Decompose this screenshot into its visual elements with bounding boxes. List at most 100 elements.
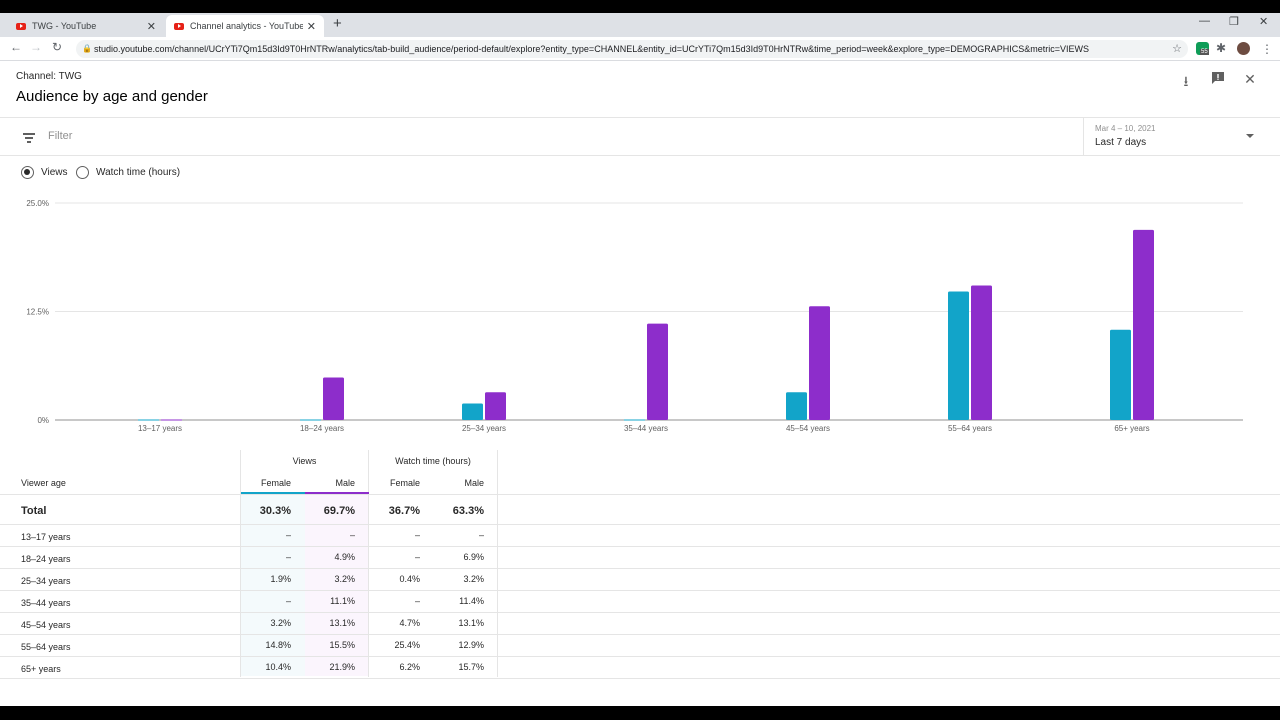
group-header-watch-time[interactable]: Watch time (hours) <box>395 456 471 466</box>
radio-unselected-icon <box>76 166 89 179</box>
subcol-header[interactable]: Female <box>389 478 420 488</box>
table-cell: 3.2% <box>334 574 355 584</box>
bar-male <box>485 392 506 420</box>
bar-male <box>809 306 830 420</box>
female-indicator <box>241 492 305 494</box>
table-cell: – <box>478 530 484 540</box>
bar-female <box>948 291 969 420</box>
metric-radio-watch-time[interactable]: Watch time (hours) <box>76 166 180 179</box>
x-tick-label: 55–64 years <box>948 424 992 433</box>
window-close-icon[interactable]: ✕ <box>1259 16 1269 28</box>
table-row: 45–54 years 3.2% 13.1% 4.7% 13.1% <box>0 613 1280 635</box>
radio-selected-icon <box>21 166 34 179</box>
x-tick-label: 45–54 years <box>786 424 830 433</box>
table-cell: 63.3% <box>452 505 484 517</box>
table-cell: 3.2% <box>463 574 484 584</box>
back-icon[interactable]: ← <box>10 40 22 54</box>
table-cell: – <box>414 596 420 606</box>
male-indicator <box>305 492 369 494</box>
close-icon[interactable]: ✕ <box>306 20 316 33</box>
browser-tab-active[interactable]: Channel analytics - YouTube Studio ✕ <box>166 15 324 37</box>
filter-icon[interactable] <box>22 130 36 144</box>
table-cell: 10.4% <box>265 662 291 672</box>
more-menu-icon[interactable]: ⋮ <box>1261 42 1273 56</box>
column-divider <box>240 450 241 677</box>
table-cell: 6.9% <box>463 552 484 562</box>
table-cell: 30.3% <box>259 505 291 517</box>
table-cell: – <box>285 596 291 606</box>
subcol-header[interactable]: Female <box>260 478 291 488</box>
browser-tabstrip: TWG - YouTube ✕ Channel analytics - YouT… <box>0 13 1280 37</box>
metric-radio-views[interactable]: Views <box>21 166 68 179</box>
table-cell: 6.2% <box>399 662 420 672</box>
bar-male <box>323 377 344 420</box>
y-tick-label: 0% <box>37 416 49 425</box>
avatar[interactable] <box>1237 42 1250 55</box>
reload-icon[interactable]: ↻ <box>52 40 63 54</box>
bar-female <box>1110 329 1131 420</box>
analytics-page: Channel: TWG Audience by age and gender … <box>0 61 1280 706</box>
bar-female <box>462 403 483 420</box>
url-field[interactable]: 🔒 studio.youtube.com/channel/UCrYTi7Qm15… <box>76 40 1188 58</box>
extension-icon[interactable]: 55 <box>1196 42 1209 55</box>
subcol-header[interactable]: Male <box>335 478 355 488</box>
table-row: 65+ years 10.4% 21.9% 6.2% 15.7% <box>0 657 1280 679</box>
row-label: 45–54 years <box>21 620 71 630</box>
table-cell: 13.1% <box>458 618 484 628</box>
female-views-column-bg <box>241 493 305 676</box>
minimize-icon[interactable]: — <box>1199 15 1210 27</box>
address-bar-row: ← → ↻ 🔒 studio.youtube.com/channel/UCrYT… <box>0 37 1280 61</box>
table-cell: 21.9% <box>329 662 355 672</box>
header-divider <box>0 494 1280 495</box>
x-tick-label: 65+ years <box>1114 424 1149 433</box>
bookmark-star-icon[interactable]: ☆ <box>1172 43 1182 55</box>
download-icon[interactable]: ⭳ <box>1183 73 1189 89</box>
close-icon[interactable]: ✕ <box>146 20 156 33</box>
table-cell: 11.4% <box>459 596 484 606</box>
table-row: 18–24 years – 4.9% – 6.9% <box>0 547 1280 569</box>
table-cell: 11.1% <box>330 596 355 606</box>
table-row: 55–64 years 14.8% 15.5% 25.4% 12.9% <box>0 635 1280 657</box>
browser-tab[interactable]: TWG - YouTube ✕ <box>8 15 164 37</box>
filter-input[interactable]: Filter <box>48 130 73 142</box>
tab-label: TWG - YouTube <box>32 21 97 31</box>
row-label: 35–44 years <box>21 598 71 608</box>
table-cell: 15.7% <box>458 662 484 672</box>
x-tick-label: 25–34 years <box>462 424 506 433</box>
table-cell: – <box>349 530 355 540</box>
filter-bar: Filter Mar 4 – 10, 2021 Last 7 days <box>0 117 1280 156</box>
table-total-row: Total 30.3% 69.7% 36.7% 63.3% <box>0 495 1280 525</box>
table-cell: 25.4% <box>394 640 420 650</box>
youtube-icon <box>16 22 26 30</box>
new-tab-icon[interactable]: + <box>333 15 342 32</box>
subcol-header[interactable]: Male <box>464 478 484 488</box>
table-cell: 12.9% <box>458 640 484 650</box>
column-divider <box>497 450 498 677</box>
table-cell: – <box>285 530 291 540</box>
channel-label: Channel: TWG <box>16 71 82 82</box>
table-cell: 14.8% <box>265 640 291 650</box>
x-tick-label: 13–17 years <box>138 424 182 433</box>
bar-male <box>971 285 992 420</box>
row-label: 25–34 years <box>21 576 71 586</box>
close-icon[interactable]: ✕ <box>1244 71 1256 87</box>
puzzle-icon[interactable]: ✱ <box>1216 41 1227 55</box>
row-label: 65+ years <box>21 664 61 674</box>
period-range: Mar 4 – 10, 2021 <box>1095 124 1156 133</box>
group-header-views[interactable]: Views <box>292 456 317 466</box>
table-row: 35–44 years – 11.1% – 11.4% <box>0 591 1280 613</box>
radio-label: Views <box>41 167 68 178</box>
bar-male <box>647 323 668 420</box>
male-views-column-bg <box>305 493 369 676</box>
table-cell: 15.5% <box>329 640 355 650</box>
forward-icon[interactable]: → <box>30 40 42 54</box>
restore-icon[interactable]: ❐ <box>1229 16 1239 28</box>
period-selector[interactable]: Mar 4 – 10, 2021 Last 7 days <box>1083 118 1280 156</box>
table-row: 13–17 years – – – – <box>0 525 1280 547</box>
url-text: studio.youtube.com/channel/UCrYTi7Qm15d3… <box>94 44 1090 54</box>
table-cell: – <box>414 552 420 562</box>
y-tick-label: 25.0% <box>26 199 49 208</box>
table-cell: 3.2% <box>270 618 291 628</box>
row-label: 13–17 years <box>21 532 71 542</box>
feedback-icon[interactable] <box>1209 71 1227 88</box>
